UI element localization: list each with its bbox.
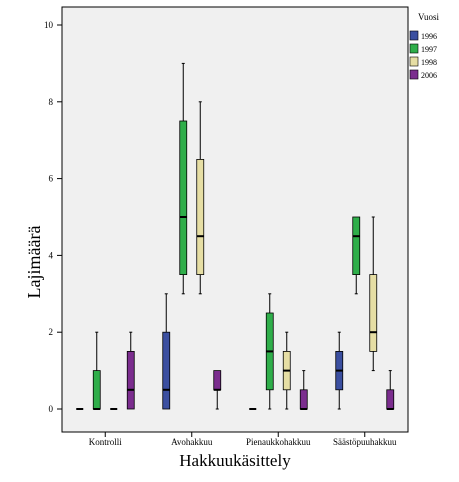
box-iqr (213, 370, 222, 391)
box-1997 (352, 216, 361, 295)
y-axis-label: Lajimäärä (24, 226, 44, 299)
y-tick-label: 0 (49, 404, 54, 414)
box-iqr (386, 389, 395, 410)
box-1998 (369, 216, 378, 372)
box-1997 (92, 331, 101, 410)
box-iqr (352, 216, 361, 275)
legend-swatch (409, 56, 419, 67)
box-iqr (299, 389, 308, 410)
box-1997 (179, 62, 188, 295)
x-axis: Kontrolli Avohakkuu Pienaukkohakkuu Säästöp… (89, 432, 397, 447)
x-tick-label: Säästöpuuhakkuu (333, 437, 397, 447)
box-1997 (265, 293, 274, 410)
box-iqr (196, 158, 205, 275)
y-tick-label: 2 (49, 327, 54, 337)
legend: Vuosi 1996 1997 1998 2006 (409, 12, 439, 80)
y-tick-label: 6 (49, 174, 54, 184)
box-iqr (179, 120, 188, 276)
y-tick-label: 8 (49, 97, 54, 107)
box-group (76, 62, 395, 410)
legend-label: 1996 (421, 32, 437, 41)
plot-area (61, 6, 409, 433)
y-tick-label: 10 (44, 20, 54, 30)
x-tick-label: Kontrolli (89, 437, 122, 447)
box-2006 (126, 331, 135, 410)
box-1996 (335, 331, 344, 410)
box-iqr (369, 274, 378, 352)
legend-label: 1998 (421, 58, 437, 67)
box-2006 (213, 370, 222, 410)
legend-title: Vuosi (418, 12, 439, 22)
box-2006 (386, 370, 395, 410)
legend-swatch (409, 30, 419, 41)
box-2006 (299, 370, 308, 410)
legend-swatch (409, 69, 419, 80)
y-axis: 0 2 4 6 8 10 (44, 20, 62, 414)
box-1998 (196, 101, 205, 295)
legend-label: 2006 (421, 71, 437, 80)
box-1998 (282, 331, 291, 410)
x-tick-label: Pienaukkohakkuu (246, 437, 311, 447)
box-iqr (162, 331, 171, 410)
x-tick-label: Avohakkuu (171, 437, 213, 447)
legend-label: 1997 (421, 45, 437, 54)
box-iqr (126, 350, 135, 410)
legend-swatch (409, 43, 419, 54)
box-iqr (92, 370, 101, 410)
x-axis-label: Hakkuukäsittely (179, 451, 291, 470)
box-1996 (162, 293, 171, 410)
y-tick-label: 4 (49, 250, 54, 260)
